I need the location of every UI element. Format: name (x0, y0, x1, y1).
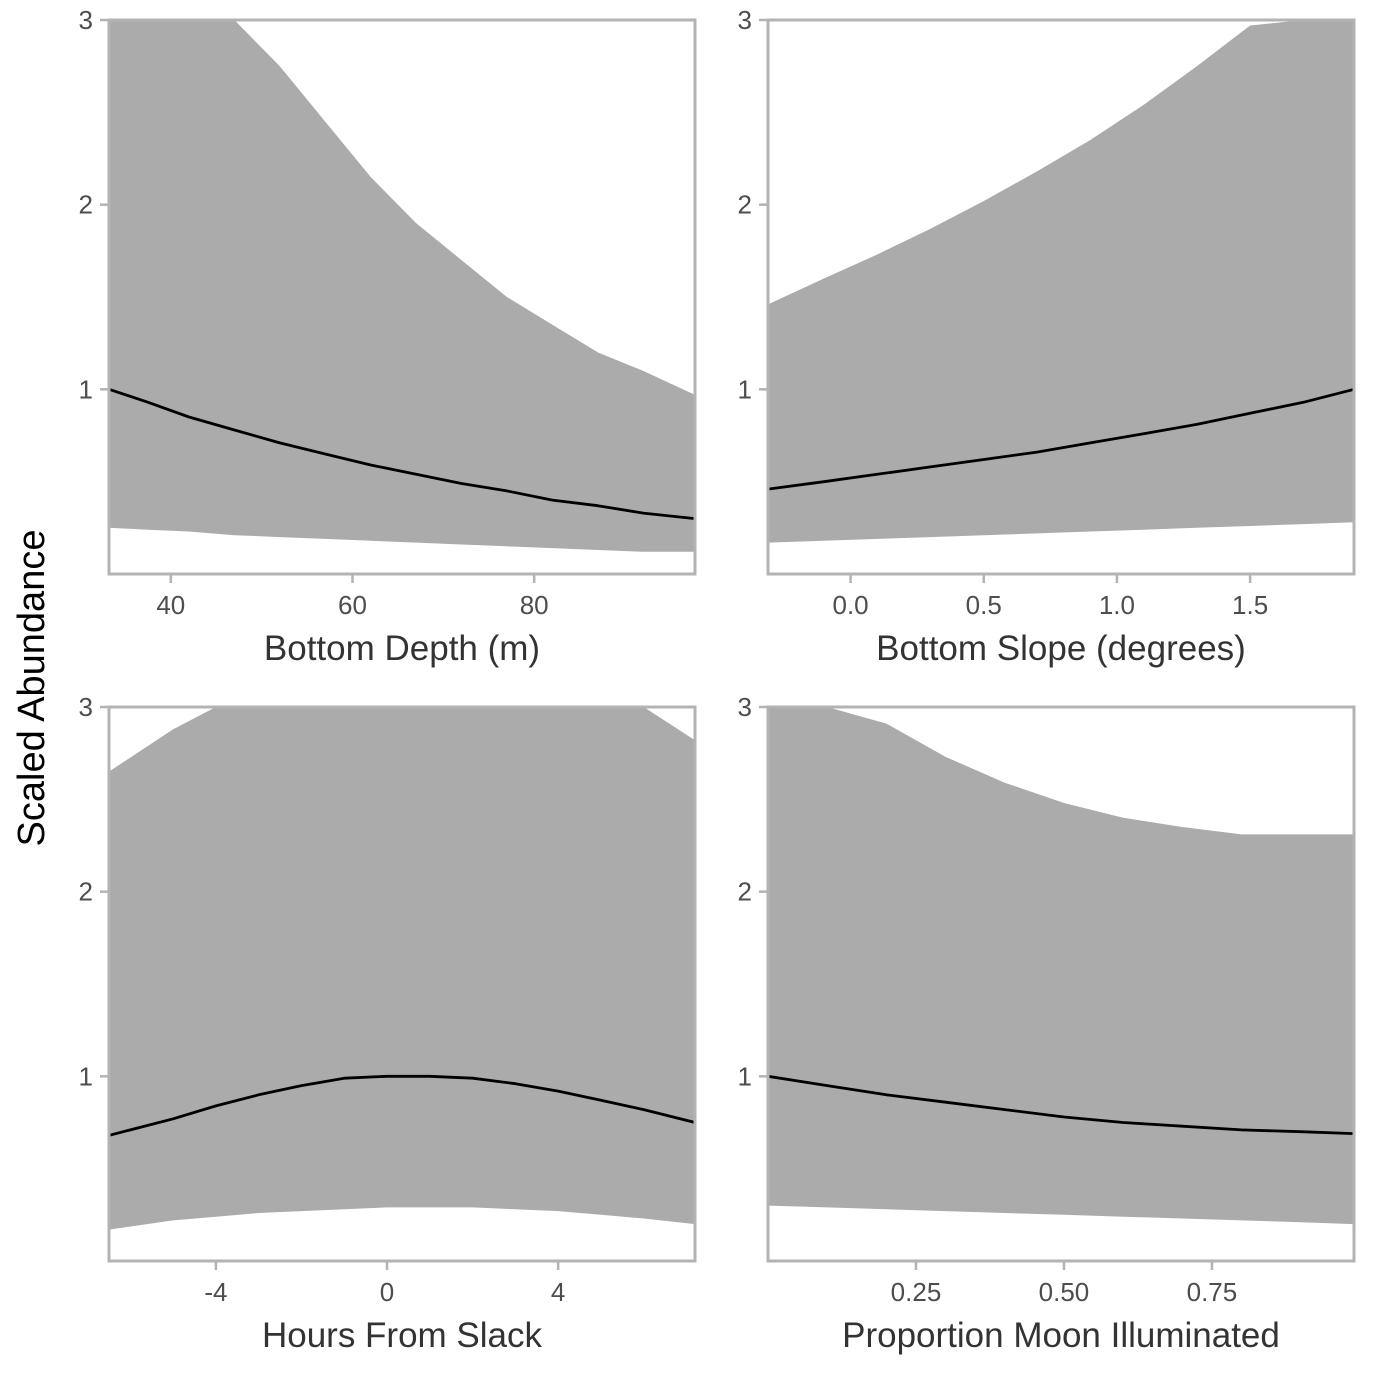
y-tick-label: 1 (79, 1061, 93, 1091)
panel-hours-from-slack: Hours From Slack -4 0 4 1 2 3 (79, 692, 697, 1355)
confidence-band (109, 20, 695, 552)
x-tick-label: 0.25 (891, 1277, 942, 1307)
x-tick-label: 0.5 (966, 590, 1002, 620)
y-tick-label: 3 (738, 5, 752, 35)
y-tick-label: 3 (79, 692, 93, 722)
y-tick-label: 1 (79, 374, 93, 404)
y-tick-label: 2 (738, 877, 752, 907)
x-axis-title: Proportion Moon Illuminated (842, 1316, 1280, 1355)
plot-area (109, 20, 695, 552)
y-axis-title: Scaled Abundance (11, 530, 53, 847)
fitted-line (109, 1074, 695, 1137)
x-tick-label: 1.0 (1099, 590, 1135, 620)
y-tick-label: 2 (79, 877, 93, 907)
x-tick-label: 60 (338, 590, 367, 620)
x-tick-label: 0 (380, 1277, 394, 1307)
plot-area (768, 707, 1354, 1225)
confidence-band (109, 707, 695, 1230)
fitted-line (768, 387, 1354, 491)
y-tick-label: 1 (738, 1061, 752, 1091)
panel-frame (766, 18, 1356, 576)
panel-frame (107, 705, 697, 1263)
x-tick-label: -4 (204, 1277, 227, 1307)
y-tick-label: 1 (738, 374, 752, 404)
x-tick-label: 40 (156, 590, 185, 620)
panel-frame (107, 18, 697, 576)
fitted-line (768, 1074, 1354, 1135)
plot-area (109, 707, 695, 1230)
x-tick-label: 4 (551, 1277, 565, 1307)
panel-bottom-slope: Bottom Slope (degrees) 0.0 0.5 1.0 1.5 1 2 3 (738, 5, 1356, 668)
plot-area (768, 20, 1354, 543)
x-tick-label: 1.5 (1232, 590, 1268, 620)
x-axis-title: Bottom Depth (m) (264, 629, 540, 668)
fitted-line (109, 387, 695, 520)
x-tick-label: 80 (520, 590, 549, 620)
x-axis-title: Bottom Slope (degrees) (876, 629, 1246, 668)
panel-frame (766, 705, 1356, 1263)
confidence-band (768, 707, 1354, 1225)
y-tick-label: 3 (79, 5, 93, 35)
panel-moon-illuminated: Proportion Moon Illuminated 0.25 0.50 0.75… (738, 692, 1356, 1355)
x-tick-label: 0.75 (1187, 1277, 1238, 1307)
panel-bottom-depth: Bottom Depth (m) 40 60 80 1 2 3 (79, 5, 697, 668)
confidence-band (768, 20, 1354, 543)
x-tick-label: 0.0 (832, 590, 868, 620)
y-tick-label: 3 (738, 692, 752, 722)
y-tick-label: 2 (738, 190, 752, 220)
x-axis-title: Hours From Slack (262, 1316, 543, 1355)
y-tick-label: 2 (79, 190, 93, 220)
x-tick-label: 0.50 (1039, 1277, 1090, 1307)
